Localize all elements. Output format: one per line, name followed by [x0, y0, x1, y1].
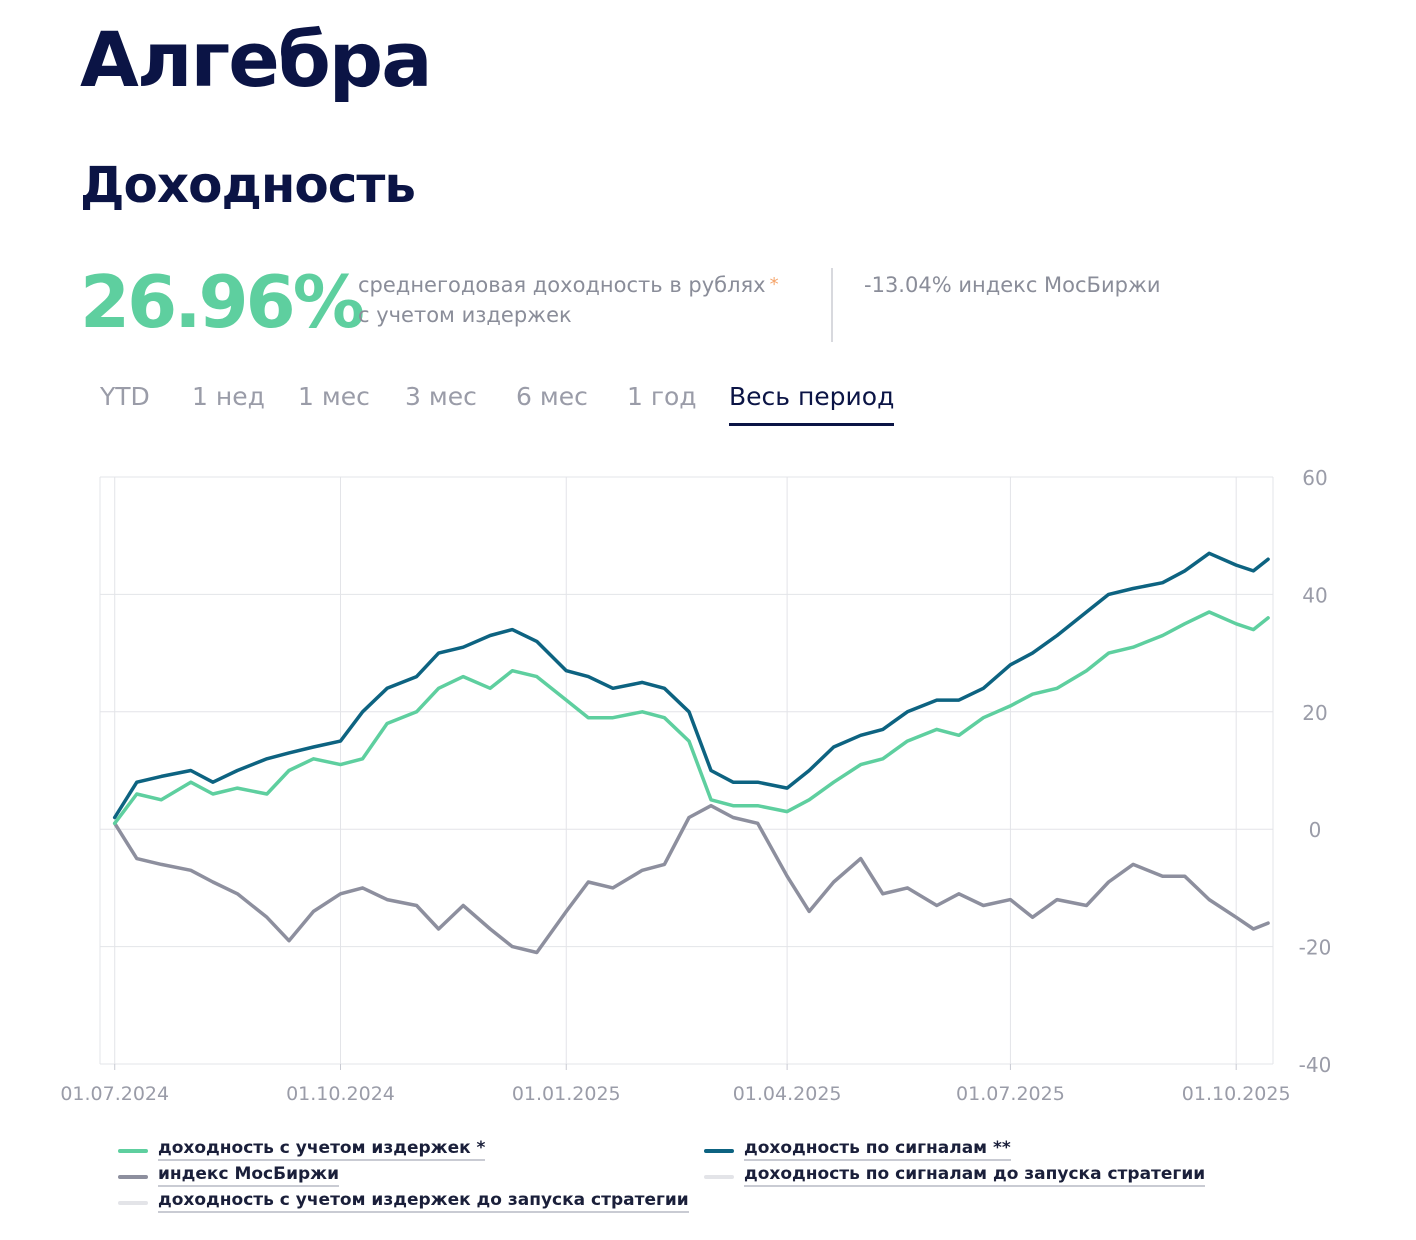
- x-tick-label: 01.10.2025: [1182, 1083, 1291, 1105]
- y-tick-label: 0: [1309, 818, 1322, 842]
- tab-1-month[interactable]: 1 мес: [298, 382, 370, 411]
- returns-chart: 60 40 20 0 -20 -40 01.07.2024 01.10.2024 01.01.2…: [60, 466, 1332, 1105]
- kpi-index: -13.04% индекс МосБиржи: [864, 273, 1161, 297]
- y-tick-label: 40: [1302, 583, 1327, 607]
- y-tick-label: -20: [1299, 936, 1332, 960]
- tab-all-period[interactable]: Весь период: [729, 382, 895, 426]
- kpi-desc-line1: среднегодовая доходность в рублях: [358, 273, 766, 297]
- section-title: Доходность: [80, 156, 416, 214]
- tab-ytd[interactable]: YTD: [100, 382, 150, 411]
- legend-label: доходность с учетом издержек *: [158, 1138, 486, 1161]
- tab-6-months[interactable]: 6 мес: [516, 382, 588, 411]
- legend-swatch: [118, 1149, 148, 1153]
- y-tick-label: 20: [1302, 701, 1327, 725]
- series-line: [112, 803, 1270, 955]
- legend-swatch: [704, 1175, 734, 1179]
- app-title: Алгебра: [80, 15, 432, 104]
- kpi-desc-line2: с учетом издержек: [358, 303, 572, 327]
- legend-label: доходность по сигналам до запуска страте…: [744, 1164, 1206, 1187]
- series-line: [112, 610, 1270, 826]
- footnote-star: *: [769, 274, 779, 295]
- legend-label: доходность по сигналам **: [744, 1138, 1011, 1161]
- legend-label: индекс МосБиржи: [158, 1164, 339, 1187]
- tab-1-week[interactable]: 1 нед: [192, 382, 265, 411]
- kpi-description: среднегодовая доходность в рублях * с уче…: [358, 270, 779, 330]
- y-tick-label: -40: [1299, 1053, 1332, 1077]
- x-tick-label: 01.07.2024: [60, 1083, 169, 1105]
- y-tick-label: 60: [1302, 466, 1327, 490]
- series-line: [112, 551, 1270, 820]
- x-tick-label: 01.04.2025: [733, 1083, 842, 1105]
- legend-swatch: [118, 1175, 148, 1179]
- x-tick-label: 01.01.2025: [512, 1083, 621, 1105]
- legend-swatch: [118, 1201, 148, 1205]
- x-tick-label: 01.10.2024: [286, 1083, 395, 1105]
- x-tick-label: 01.07.2025: [956, 1083, 1065, 1105]
- kpi-divider: [831, 268, 833, 342]
- tab-3-months[interactable]: 3 мес: [405, 382, 477, 411]
- tab-1-year[interactable]: 1 год: [627, 382, 697, 411]
- kpi-value: 26.96%: [80, 260, 365, 344]
- legend-swatch: [704, 1149, 734, 1153]
- legend-label: доходность с учетом издержек до запуска …: [158, 1190, 689, 1213]
